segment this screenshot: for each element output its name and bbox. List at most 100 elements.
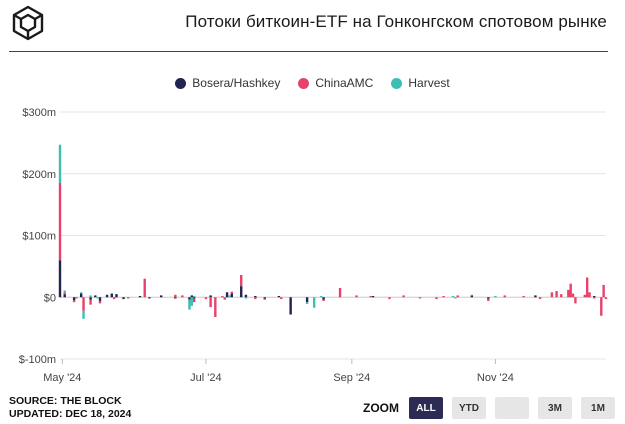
bar-chinaamc[interactable] <box>98 300 102 304</box>
bar-harvest[interactable] <box>63 290 66 293</box>
bar-bosera-hashkey[interactable] <box>371 296 375 298</box>
zoom-button-3m[interactable]: 3M <box>538 397 572 419</box>
bar-bosera-hashkey[interactable] <box>122 297 125 300</box>
bar-chinaamc[interactable] <box>174 294 177 298</box>
zoom-button-1m[interactable]: 1M <box>581 397 615 419</box>
legend-item-bosera[interactable]: Bosera/Hashkey <box>175 76 280 90</box>
bar-harvest[interactable] <box>192 296 196 298</box>
bar-chinaamc[interactable] <box>600 297 603 316</box>
bar-bosera-hashkey[interactable] <box>174 297 177 299</box>
bar-harvest[interactable] <box>96 297 99 299</box>
bar-chinaamc[interactable] <box>369 296 372 298</box>
bar-bosera-hashkey[interactable] <box>79 293 83 298</box>
bar-bosera-hashkey[interactable] <box>110 293 113 298</box>
bar-bosera-hashkey[interactable] <box>305 297 309 303</box>
bar-chinaamc[interactable] <box>593 297 596 299</box>
bar-bosera-hashkey[interactable] <box>230 293 233 298</box>
bar-harvest[interactable] <box>79 292 83 294</box>
bar-harvest[interactable] <box>82 310 85 319</box>
bar-chinaamc[interactable] <box>487 298 490 301</box>
zoom-button-6m[interactable] <box>495 397 529 419</box>
bar-chinaamc[interactable] <box>402 295 405 298</box>
bar-chinaamc[interactable] <box>209 297 212 308</box>
bar-harvest[interactable] <box>188 299 191 310</box>
bar-harvest[interactable] <box>454 297 457 299</box>
bar-bosera-hashkey[interactable] <box>98 297 102 301</box>
bar-bosera-hashkey[interactable] <box>63 294 66 298</box>
bar-bosera-hashkey[interactable] <box>534 295 537 298</box>
bar-chinaamc[interactable] <box>560 294 563 298</box>
zoom-button-ytd[interactable]: YTD <box>452 397 486 419</box>
bar-chinaamc[interactable] <box>604 297 608 300</box>
bar-chinaamc[interactable] <box>571 293 575 298</box>
bar-chinaamc[interactable] <box>204 297 208 300</box>
bar-chinaamc[interactable] <box>588 292 591 298</box>
bar-chinaamc[interactable] <box>538 297 542 300</box>
bar-harvest[interactable] <box>312 297 316 308</box>
bar-chinaamc[interactable] <box>338 287 342 298</box>
bar-bosera-hashkey[interactable] <box>192 297 196 299</box>
bar-chinaamc[interactable] <box>470 294 474 297</box>
bar-harvest[interactable] <box>451 296 455 298</box>
bar-chinaamc[interactable] <box>82 297 85 311</box>
bar-harvest[interactable] <box>58 144 62 184</box>
bar-chinaamc[interactable] <box>456 295 459 298</box>
bar-chinaamc[interactable] <box>280 297 283 300</box>
bar-bosera-hashkey[interactable] <box>148 297 151 299</box>
bar-bosera-hashkey[interactable] <box>263 297 266 299</box>
bar-chinaamc[interactable] <box>569 283 572 298</box>
bar-bosera-hashkey[interactable] <box>58 260 62 298</box>
bar-bosera-hashkey[interactable] <box>254 296 257 298</box>
bar-harvest[interactable] <box>305 302 309 305</box>
bar-chinaamc[interactable] <box>418 297 422 299</box>
bar-harvest[interactable] <box>494 296 497 298</box>
bar-chinaamc[interactable] <box>555 291 558 298</box>
bar-chinaamc[interactable] <box>503 295 506 298</box>
bar-bosera-hashkey[interactable] <box>240 286 243 298</box>
bar-chinaamc[interactable] <box>112 297 116 300</box>
bar-chinaamc[interactable] <box>192 298 196 303</box>
bar-chinaamc[interactable] <box>522 296 525 298</box>
bar-harvest[interactable] <box>89 295 92 298</box>
bar-chinaamc[interactable] <box>254 297 257 300</box>
bar-chinaamc[interactable] <box>435 297 438 300</box>
bar-chinaamc[interactable] <box>355 295 358 298</box>
bar-bosera-hashkey[interactable] <box>487 297 490 299</box>
bar-chinaamc[interactable] <box>240 275 243 287</box>
bar-chinaamc[interactable] <box>223 297 226 300</box>
bar-bosera-hashkey[interactable] <box>277 296 281 298</box>
bar-chinaamc[interactable] <box>221 296 224 298</box>
bar-bosera-hashkey[interactable] <box>225 292 229 298</box>
bar-bosera-hashkey[interactable] <box>72 297 76 301</box>
bar-chinaamc[interactable] <box>143 278 146 298</box>
bar-bosera-hashkey[interactable] <box>94 295 97 298</box>
bar-bosera-hashkey[interactable] <box>160 295 163 298</box>
bar-chinaamc[interactable] <box>72 300 76 303</box>
bar-chinaamc[interactable] <box>263 298 266 300</box>
legend-item-harvest[interactable]: Harvest <box>391 76 450 90</box>
bar-chinaamc[interactable] <box>442 296 445 298</box>
bar-chinaamc[interactable] <box>63 292 66 295</box>
bar-chinaamc[interactable] <box>574 297 577 304</box>
bar-chinaamc[interactable] <box>585 277 589 298</box>
bar-bosera-hashkey[interactable] <box>115 294 118 298</box>
bar-chinaamc[interactable] <box>602 284 605 298</box>
bar-bosera-hashkey[interactable] <box>244 294 248 298</box>
bar-chinaamc[interactable] <box>550 292 554 298</box>
bar-harvest[interactable] <box>320 296 323 298</box>
bar-harvest[interactable] <box>244 297 248 299</box>
zoom-button-all[interactable]: ALL <box>409 397 443 419</box>
bar-chinaamc[interactable] <box>230 291 233 294</box>
bar-chinaamc[interactable] <box>583 294 587 298</box>
bar-chinaamc[interactable] <box>388 297 391 300</box>
bar-chinaamc[interactable] <box>75 297 78 299</box>
bar-chinaamc[interactable] <box>214 297 217 318</box>
bar-bosera-hashkey[interactable] <box>190 295 193 298</box>
bar-harvest[interactable] <box>190 297 193 306</box>
bar-harvest[interactable] <box>228 295 231 298</box>
bar-chinaamc[interactable] <box>181 295 184 298</box>
bar-bosera-hashkey[interactable] <box>289 297 292 315</box>
bar-chinaamc[interactable] <box>322 299 325 301</box>
bar-bosera-hashkey[interactable] <box>188 297 191 300</box>
bar-bosera-hashkey[interactable] <box>105 294 109 298</box>
